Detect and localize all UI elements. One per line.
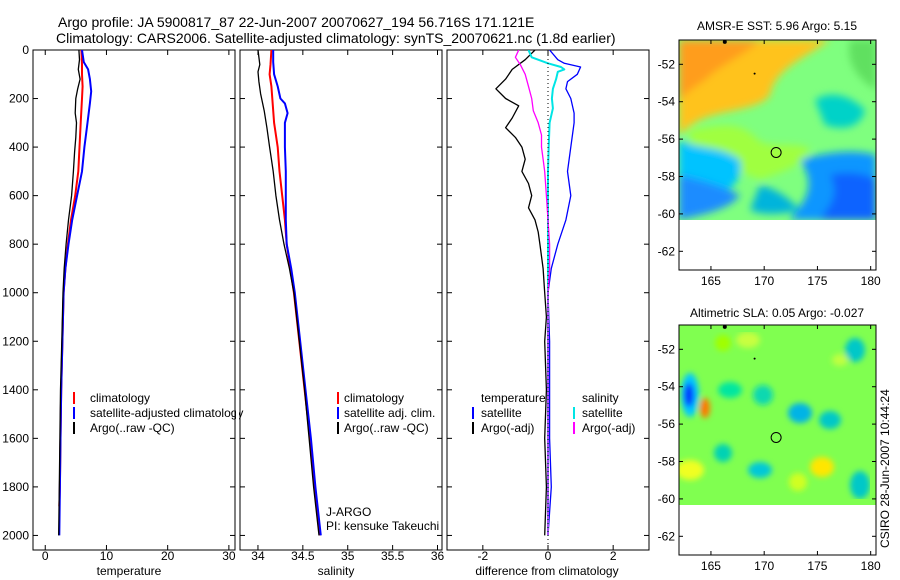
- salinity-panel: [239, 49, 443, 551]
- series-line-argo-raw-qc-: [58, 50, 81, 536]
- map-y-tick-label: -56: [658, 132, 676, 146]
- map-x-tick-label: 175: [807, 559, 827, 573]
- series-line-salinity-argo-adj-: [514, 50, 551, 536]
- x-tick-label: 10: [100, 549, 114, 563]
- y-tick-label: 0: [22, 43, 29, 57]
- difference-legend: temperature satellite Argo(-adj) salinit…: [472, 391, 635, 435]
- x-tick-label: 20: [161, 549, 175, 563]
- map-y-tick-label: -62: [658, 529, 676, 543]
- map-y-tick-label: -52: [658, 57, 676, 71]
- figure-title-line1: Argo profile: JA 5900817_87 22-Jun-2007 …: [58, 14, 534, 30]
- x-tick-label: 36: [431, 549, 445, 563]
- argo-position-marker: [770, 146, 782, 158]
- map-x-tick-label: 170: [754, 559, 774, 573]
- legend-label: Argo(-adj): [481, 421, 534, 435]
- x-tick-label: 30: [222, 549, 236, 563]
- x-tick-label: 35.5: [381, 549, 405, 563]
- series-line-satellite-adj-clim-: [272, 50, 322, 536]
- sla-map-title: Altimetric SLA: 0.05 Argo: -0.027: [690, 306, 864, 320]
- y-tick-label: 2000: [2, 528, 29, 542]
- y-tick-label: 400: [9, 140, 29, 154]
- island-marker: [722, 39, 727, 44]
- temperature-xlabel: temperature: [97, 564, 162, 578]
- island-marker: [753, 72, 756, 75]
- legend-label: satellite-adjusted climatology: [90, 406, 243, 420]
- legend-label: Argo(..raw -QC): [344, 421, 429, 435]
- sst-map-title: AMSR-E SST: 5.96 Argo: 5.15: [697, 19, 857, 33]
- island-marker: [753, 357, 756, 360]
- temperature-series: [58, 50, 93, 536]
- legend-label: climatology: [344, 391, 404, 405]
- map-y-tick-label: -60: [658, 207, 676, 221]
- salinity-legend: climatology satellite adj. clim. Argo(..…: [337, 391, 435, 435]
- credit-timestamp: CSIRO 28-Jun-2007 10:44:24: [878, 389, 892, 548]
- legend-title-temperature: temperature: [481, 391, 546, 405]
- salinity-xlabel: salinity: [318, 564, 355, 578]
- legend-label: Argo(..raw -QC): [90, 421, 175, 435]
- y-tick-label: 200: [9, 92, 29, 106]
- map-y-tick-label: -54: [658, 95, 676, 109]
- map-y-tick-label: -52: [658, 342, 676, 356]
- map-y-tick-label: -60: [658, 492, 676, 506]
- map-x-tick-label: 165: [701, 559, 721, 573]
- island-marker: [722, 324, 727, 329]
- pi-annotation: PI: kensuke Takeuchi: [326, 519, 439, 533]
- y-tick-label: 600: [9, 189, 29, 203]
- y-tick-label: 1200: [2, 334, 29, 348]
- x-tick-label: -2: [478, 549, 489, 563]
- map-y-tick-label: -54: [658, 380, 676, 394]
- series-line-temperature-argo-adj-: [495, 50, 548, 536]
- sla-map-axes: 165 170 175 180 -52 -54 -56 -58 -60 -62: [658, 324, 881, 573]
- legend-label: climatology: [90, 391, 150, 405]
- float-owner-annotation: J-ARGO: [326, 505, 371, 519]
- x-tick-label: 0: [42, 549, 49, 563]
- y-tick-label: 1600: [2, 431, 29, 445]
- y-tick-label: 1000: [2, 286, 29, 300]
- legend-label: satellite: [582, 406, 623, 420]
- map-x-tick-label: 170: [754, 274, 774, 288]
- legend-title-salinity: salinity: [582, 391, 619, 405]
- temperature-legend: climatology satellite-adjusted climatolo…: [73, 391, 243, 435]
- sla-map-field: [679, 325, 876, 505]
- map-y-tick-label: -58: [658, 170, 676, 184]
- map-x-tick-label: 180: [861, 274, 881, 288]
- series-line-salinity-satellite: [527, 50, 566, 536]
- map-x-tick-label: 180: [861, 559, 881, 573]
- y-tick-label: 1800: [2, 480, 29, 494]
- x-tick-label: 34.5: [291, 549, 315, 563]
- difference-series: [495, 50, 582, 536]
- argo-position-marker: [770, 431, 782, 443]
- map-x-tick-label: 165: [701, 274, 721, 288]
- figure-title-line2: Climatology: CARS2006. Satellite-adjuste…: [56, 30, 616, 46]
- axes-ticks: 0 10 20 30020040060080010001200140016001800…: [2, 43, 649, 563]
- temperature-panel: [32, 49, 236, 551]
- map-x-tick-label: 175: [807, 274, 827, 288]
- panel-gap: [236, 385, 239, 445]
- sst-map-axes: 165 170 175 180 -52 -54 -56 -58 -60 -62: [658, 39, 881, 288]
- y-tick-label: 800: [9, 237, 29, 251]
- legend-label: Argo(-adj): [582, 421, 635, 435]
- series-line-temperature-satellite: [547, 50, 582, 536]
- x-tick-label: 34: [251, 549, 265, 563]
- x-tick-label: 0: [545, 549, 552, 563]
- legend-label: satellite adj. clim.: [344, 406, 435, 420]
- sst-map-frame: [678, 39, 877, 271]
- sla-map-frame: [678, 324, 877, 556]
- series-line-satellite-adjusted-climatology: [58, 50, 93, 536]
- x-tick-label: 35: [341, 549, 355, 563]
- series-line-climatology: [58, 50, 84, 507]
- difference-xlabel: difference from climatology: [475, 564, 618, 578]
- x-tick-label: 2: [610, 549, 617, 563]
- map-y-tick-label: -58: [658, 455, 676, 469]
- map-y-tick-label: -56: [658, 417, 676, 431]
- salinity-series: [257, 50, 322, 536]
- legend-label: satellite: [481, 406, 522, 420]
- map-y-tick-label: -62: [658, 244, 676, 258]
- series-line-argo-raw-qc-: [257, 50, 320, 536]
- y-tick-label: 1400: [2, 383, 29, 397]
- sst-map-field: [679, 40, 876, 220]
